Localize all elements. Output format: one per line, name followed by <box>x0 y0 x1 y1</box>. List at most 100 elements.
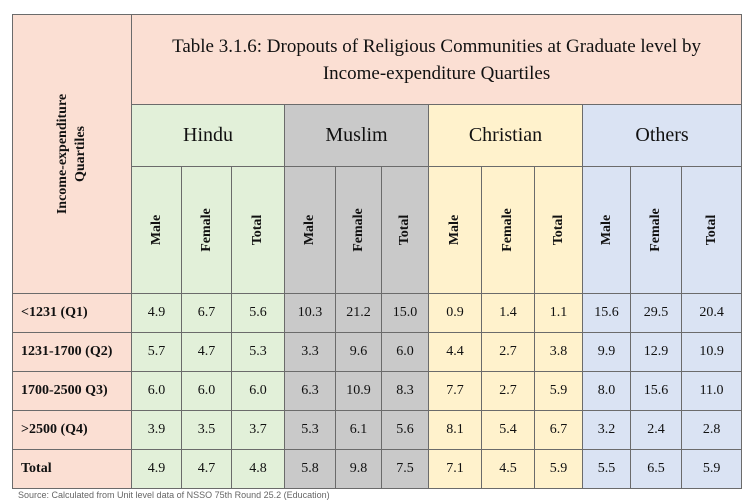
subheader-label: Female <box>350 208 366 252</box>
table-cell: 21.2 <box>335 293 382 333</box>
table-cell: 3.7 <box>231 410 285 450</box>
subheader-label: Female <box>648 208 663 252</box>
subheader-label: Male <box>598 214 614 246</box>
table-cell: 3.2 <box>582 410 631 450</box>
row-label: 1231-1700 (Q2) <box>12 332 132 372</box>
table-cell: 4.5 <box>481 449 535 489</box>
corner-label-line2: Quartiles <box>73 126 88 183</box>
table-cell: 7.5 <box>381 449 429 489</box>
group-header-muslim: Muslim <box>284 104 429 167</box>
table-cell: 2.7 <box>481 332 535 372</box>
table-title: Table 3.1.6: Dropouts of Religious Commu… <box>130 14 743 105</box>
table-cell: 1.4 <box>481 293 535 333</box>
table-cell: 5.6 <box>231 293 285 333</box>
table-cell: 29.5 <box>630 293 682 333</box>
subheader-hindu-male: Male <box>131 166 182 294</box>
table-cell: 6.1 <box>335 410 382 450</box>
subheader-label: Female <box>500 208 515 252</box>
corner-label: Income-expenditure Quartiles <box>54 94 90 214</box>
table-cell: 5.9 <box>534 371 583 411</box>
subheader-christian-total: Total <box>534 166 583 294</box>
table-cell: 3.5 <box>181 410 232 450</box>
table-cell: 2.4 <box>630 410 682 450</box>
table-cell: 5.9 <box>680 449 743 489</box>
subheader-label: Total <box>250 214 265 246</box>
corner-label-line1: Income-expenditure <box>55 93 70 215</box>
source-note: Source: Calculated from Unit level data … <box>18 490 330 500</box>
table-cell: 6.5 <box>630 449 682 489</box>
row-label: <1231 (Q1) <box>12 293 132 333</box>
subheader-label: Total <box>550 214 566 246</box>
table-cell: 5.5 <box>582 449 631 489</box>
table-cell: 6.0 <box>131 371 182 411</box>
subheader-label: Total <box>397 214 412 246</box>
table-row: Total 4.9 4.7 4.8 5.8 9.8 7.5 7.1 4.5 5.9 5.5 6.5 5.… <box>12 449 743 489</box>
table-cell: 9.9 <box>582 332 631 372</box>
table-cell: 10.9 <box>335 371 382 411</box>
table-cell: 3.9 <box>131 410 182 450</box>
table-cell: 5.6 <box>381 410 429 450</box>
subheader-muslim-total: Total <box>381 166 429 294</box>
table-cell: 4.9 <box>131 449 182 489</box>
table-cell: 6.0 <box>181 371 232 411</box>
row-label: Total <box>12 449 132 489</box>
table-row: >2500 (Q4) 3.9 3.5 3.7 5.3 6.1 5.6 8.1 5.4 6.7 3.2… <box>12 410 743 450</box>
subheader-label: Female <box>198 208 214 252</box>
subheader-muslim-female: Female <box>335 166 382 294</box>
subheader-others-female: Female <box>630 166 682 294</box>
table-cell: 12.9 <box>630 332 682 372</box>
table-row: 1231-1700 (Q2) 5.7 4.7 5.3 3.3 9.6 6.0 4.4 2.7 3.… <box>12 332 743 372</box>
subheader-label: Male <box>447 214 462 246</box>
table-cell: 10.9 <box>680 332 743 372</box>
table-cell: 5.7 <box>131 332 182 372</box>
row-label: 1700-2500 Q3) <box>12 371 132 411</box>
table-cell: 7.7 <box>428 371 482 411</box>
subheader-christian-male: Male <box>428 166 482 294</box>
table-cell: 9.8 <box>335 449 382 489</box>
table-cell: 6.7 <box>534 410 583 450</box>
table-cell: 10.3 <box>284 293 336 333</box>
subheader-hindu-female: Female <box>181 166 232 294</box>
table-cell: 2.7 <box>481 371 535 411</box>
subheader-label: Total <box>703 214 719 246</box>
group-header-others: Others <box>581 104 743 167</box>
subheader-others-male: Male <box>582 166 631 294</box>
subheader-label: Male <box>302 214 317 246</box>
table-cell: 8.0 <box>582 371 631 411</box>
subheader-christian-female: Female <box>481 166 535 294</box>
table-cell: 0.9 <box>428 293 482 333</box>
subheader-others-total: Total <box>680 166 743 294</box>
table-row: <1231 (Q1) 4.9 6.7 5.6 10.3 21.2 15.0 0.9 1.4 1.1… <box>12 293 743 333</box>
table-cell: 5.9 <box>534 449 583 489</box>
group-header-christian: Christian <box>428 104 583 167</box>
table-cell: 4.8 <box>231 449 285 489</box>
row-header-corner: Income-expenditure Quartiles <box>12 14 132 294</box>
table-cell: 4.4 <box>428 332 482 372</box>
table-cell: 4.7 <box>181 332 232 372</box>
table-cell: 20.4 <box>680 293 743 333</box>
dropouts-table: Income-expenditure Quartiles Table 3.1.6… <box>12 14 743 489</box>
table-cell: 15.6 <box>630 371 682 411</box>
subheader-muslim-male: Male <box>284 166 336 294</box>
subheader-hindu-total: Total <box>231 166 285 294</box>
table-cell: 11.0 <box>680 371 743 411</box>
table-cell: 6.0 <box>381 332 429 372</box>
table-cell: 1.1 <box>534 293 583 333</box>
table-cell: 7.1 <box>428 449 482 489</box>
table-cell: 3.8 <box>534 332 583 372</box>
subheader-label: Male <box>148 214 164 246</box>
table-cell: 5.8 <box>284 449 336 489</box>
table-cell: 8.1 <box>428 410 482 450</box>
table-cell: 9.6 <box>335 332 382 372</box>
row-label: >2500 (Q4) <box>12 410 132 450</box>
table-cell: 4.7 <box>181 449 232 489</box>
table-cell: 3.3 <box>284 332 336 372</box>
table-cell: 6.3 <box>284 371 336 411</box>
table-cell: 5.3 <box>231 332 285 372</box>
table-cell: 4.9 <box>131 293 182 333</box>
table-cell: 6.0 <box>231 371 285 411</box>
table-cell: 5.4 <box>481 410 535 450</box>
table-cell: 2.8 <box>680 410 743 450</box>
table-cell: 6.7 <box>181 293 232 333</box>
table-cell: 8.3 <box>381 371 429 411</box>
